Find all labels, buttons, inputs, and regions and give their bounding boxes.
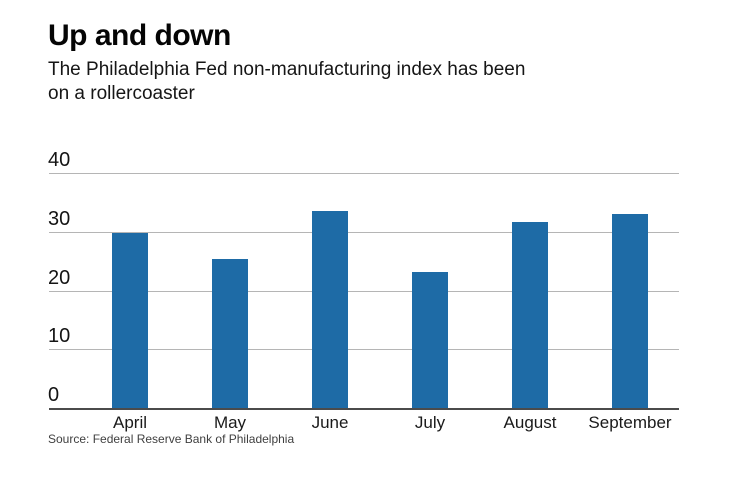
bar-april — [112, 233, 148, 409]
bar-slot-august — [480, 174, 580, 409]
gridline-10 — [49, 349, 679, 351]
x-axis-labels: April May June July August September — [80, 413, 680, 433]
bar-june — [312, 211, 348, 409]
bar-july — [412, 271, 448, 409]
source-attribution: Source: Federal Reserve Bank of Philadel… — [48, 432, 295, 446]
x-axis-baseline — [49, 408, 679, 410]
bar-september — [612, 213, 648, 409]
y-tick-label-0: 0 — [48, 384, 60, 406]
x-label-june: June — [311, 413, 349, 432]
bars-row — [80, 174, 680, 409]
bar-may — [212, 259, 248, 409]
chart-subtitle: The Philadelphia Fed non-manufacturing i… — [48, 58, 525, 106]
x-label-april: April — [112, 413, 147, 432]
bar-slot-april — [80, 174, 180, 409]
y-tick-label-20: 20 — [48, 266, 71, 289]
gridline-40 — [49, 173, 679, 174]
chart-subtitle-line-1: The Philadelphia Fed non-manufacturing i… — [48, 59, 526, 80]
x-label-september: September — [588, 413, 672, 432]
y-tick-label-40: 40 — [48, 149, 71, 171]
chart-title: Up and down — [48, 19, 231, 52]
y-tick-label-10: 10 — [48, 325, 71, 348]
bar-slot-june — [280, 174, 380, 409]
bar-slot-may — [180, 174, 280, 409]
gridline-30 — [49, 231, 679, 233]
y-tick-label-30: 30 — [48, 207, 71, 230]
bar-slot-july — [380, 174, 480, 409]
chart-subtitle-line-2: on a rollercoaster — [48, 83, 195, 104]
gridline-20 — [49, 290, 679, 292]
bar-august — [512, 221, 548, 409]
x-label-july: July — [414, 413, 446, 432]
x-label-august: August — [503, 413, 557, 432]
plot-area: 40 30 20 10 0 — [48, 150, 680, 410]
x-label-may: May — [213, 413, 247, 432]
bar-slot-september — [580, 174, 680, 409]
